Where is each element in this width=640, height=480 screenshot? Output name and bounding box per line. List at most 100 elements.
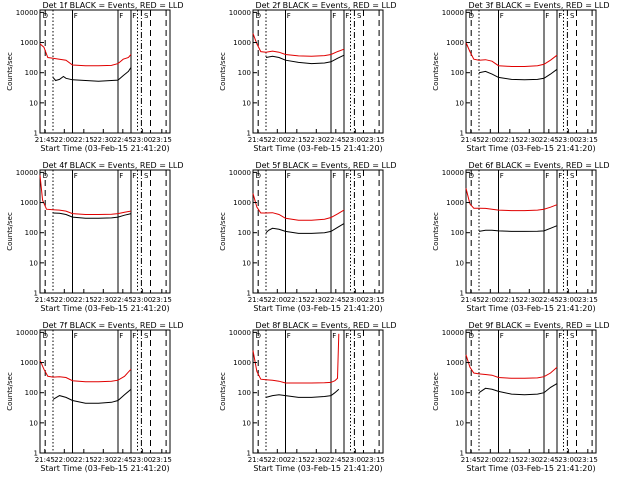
y-tick-label: 1 xyxy=(34,130,38,138)
panel-title: Det 8f BLACK = Events, RED = LLD xyxy=(255,321,396,330)
y-axis-label: Counts/sec xyxy=(219,52,227,91)
x-tick-label: 23:00 xyxy=(345,296,365,304)
x-tick-label: 23:15 xyxy=(578,456,598,464)
marker-label: F xyxy=(74,12,78,20)
x-tick-label: 21:45 xyxy=(35,296,55,304)
x-tick-label: 22:15 xyxy=(74,456,94,464)
panel-title: Det 2f BLACK = Events, RED = LLD xyxy=(255,1,396,10)
marker-label: D xyxy=(256,12,261,20)
marker-label: D xyxy=(256,332,261,340)
x-tick-label: 22:00 xyxy=(267,136,287,144)
x-tick-label: 22:45 xyxy=(326,136,346,144)
panel-title: Det 7f BLACK = Events, RED = LLD xyxy=(42,321,183,330)
x-axis-label: Start Time (03-Feb-15 21:41:20) xyxy=(40,304,169,313)
marker-label: D xyxy=(469,172,474,180)
marker-label: S xyxy=(357,172,362,180)
plot-frame xyxy=(39,329,171,454)
y-tick-label: 100 xyxy=(451,69,464,77)
series-line-events xyxy=(478,225,558,232)
x-tick-label: 22:30 xyxy=(519,136,539,144)
marker-label: F xyxy=(132,12,136,20)
marker-label: S xyxy=(144,172,149,180)
x-axis-label: Start Time (03-Feb-15 21:41:20) xyxy=(40,464,169,473)
series-line-lld xyxy=(39,43,132,67)
x-tick-label: 22:45 xyxy=(113,136,133,144)
x-tick-label: 23:00 xyxy=(345,136,365,144)
panel-title: Det 1f BLACK = Events, RED = LLD xyxy=(42,1,183,10)
x-tick-label: 22:15 xyxy=(287,296,307,304)
x-tick-label: 21:45 xyxy=(461,296,481,304)
series-line-lld xyxy=(252,33,345,57)
series-line-events xyxy=(265,223,345,234)
y-tick-label: 1 xyxy=(460,450,464,458)
x-tick-label: 23:00 xyxy=(132,296,152,304)
x-tick-label: 21:45 xyxy=(461,456,481,464)
marker-label: F xyxy=(119,172,123,180)
y-tick-label: 1 xyxy=(34,450,38,458)
marker-label: F xyxy=(74,332,78,340)
y-tick-label: 100 xyxy=(25,69,38,77)
x-tick-label: 21:45 xyxy=(248,296,268,304)
marker-label: F xyxy=(545,172,549,180)
x-tick-label: 23:15 xyxy=(152,296,172,304)
x-tick-label: 23:00 xyxy=(345,456,365,464)
series-line-events xyxy=(52,388,132,404)
x-tick-label: 22:30 xyxy=(519,296,539,304)
panel-title: Det 3f BLACK = Events, RED = LLD xyxy=(468,1,609,10)
y-tick-label: 1000 xyxy=(446,199,464,207)
x-tick-label: 23:15 xyxy=(578,296,598,304)
marker-label: F xyxy=(287,172,291,180)
y-axis-label: Counts/sec xyxy=(219,212,227,251)
x-tick-label: 23:15 xyxy=(365,136,385,144)
x-tick-label: 22:45 xyxy=(326,296,346,304)
series-line-lld xyxy=(465,188,558,212)
y-tick-label: 10000 xyxy=(16,169,38,177)
x-tick-label: 22:00 xyxy=(54,136,74,144)
x-tick-label: 22:45 xyxy=(539,136,559,144)
marker-label: F xyxy=(545,332,549,340)
y-tick-label: 10000 xyxy=(442,169,464,177)
series-line-lld xyxy=(465,42,558,67)
x-tick-label: 22:00 xyxy=(54,456,74,464)
y-tick-label: 1000 xyxy=(20,359,38,367)
y-tick-label: 1 xyxy=(460,130,464,138)
x-tick-label: 22:45 xyxy=(539,456,559,464)
y-tick-label: 10000 xyxy=(229,169,251,177)
y-tick-label: 10000 xyxy=(16,329,38,337)
panel-title: Det 6f BLACK = Events, RED = LLD xyxy=(468,161,609,170)
plot-frame xyxy=(252,9,384,134)
plot-frame xyxy=(465,9,597,134)
y-axis-label: Counts/sec xyxy=(219,372,227,411)
x-axis-label: Start Time (03-Feb-15 21:41:20) xyxy=(253,144,382,153)
y-tick-label: 100 xyxy=(238,69,251,77)
y-tick-label: 10 xyxy=(455,99,464,107)
x-tick-label: 23:15 xyxy=(152,136,172,144)
marker-label: F xyxy=(545,12,549,20)
y-axis-label: Counts/sec xyxy=(6,372,14,411)
marker-label: D xyxy=(43,172,48,180)
y-tick-label: 10 xyxy=(29,99,38,107)
x-tick-label: 22:30 xyxy=(93,456,113,464)
y-tick-label: 10 xyxy=(242,99,251,107)
x-tick-label: 22:15 xyxy=(74,136,94,144)
y-tick-label: 10 xyxy=(29,259,38,267)
x-tick-label: 22:15 xyxy=(287,136,307,144)
plot-frame xyxy=(39,169,171,294)
marker-label: F xyxy=(558,12,562,20)
series-line-events xyxy=(265,388,340,398)
y-tick-label: 1000 xyxy=(446,39,464,47)
panel-title: Det 5f BLACK = Events, RED = LLD xyxy=(255,161,396,170)
x-tick-label: 22:00 xyxy=(54,296,74,304)
y-tick-label: 100 xyxy=(25,229,38,237)
y-tick-label: 1 xyxy=(247,130,251,138)
y-tick-label: 1000 xyxy=(233,39,251,47)
y-tick-label: 1 xyxy=(247,290,251,298)
y-tick-label: 10 xyxy=(29,419,38,427)
x-tick-label: 22:30 xyxy=(306,136,326,144)
x-tick-label: 23:00 xyxy=(558,296,578,304)
x-tick-label: 23:15 xyxy=(365,456,385,464)
x-axis-label: Start Time (03-Feb-15 21:41:20) xyxy=(466,144,595,153)
